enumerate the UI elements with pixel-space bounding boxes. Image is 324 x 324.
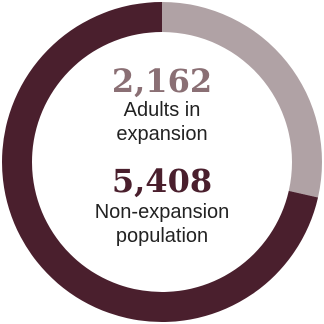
non-expansion-label-line2: population (115, 225, 209, 247)
expansion-label-line2: expansion (116, 123, 208, 145)
non-expansion-count: 5,408 (111, 162, 213, 200)
non-expansion-label-line1: Non-expansion (94, 201, 230, 223)
expansion-label-line1: Adults in (123, 99, 201, 121)
expansion-count: 2,162 (111, 62, 213, 100)
slice-adults-in-expansion (162, 2, 322, 198)
